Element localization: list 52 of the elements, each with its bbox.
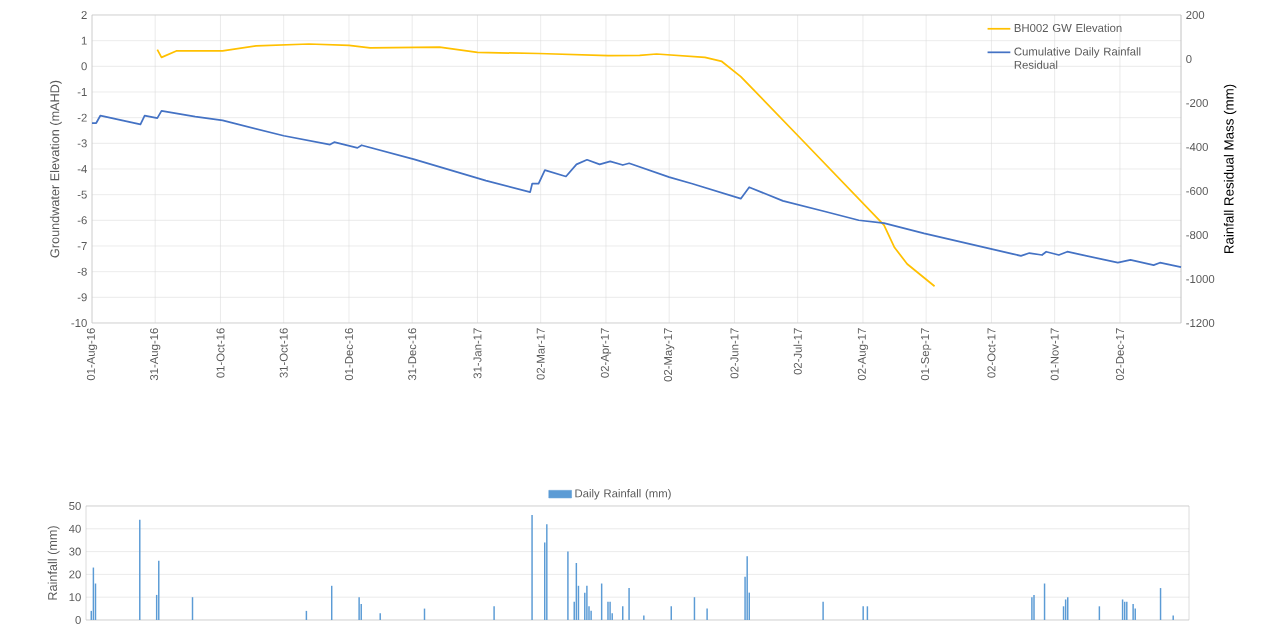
y-tick-label: 2 xyxy=(81,10,87,19)
y2-tick-label: -1000 xyxy=(1186,274,1215,283)
y-tick-label: 30 xyxy=(69,547,81,556)
y2-tick-label: -400 xyxy=(1186,142,1208,151)
legend-label: BH002 GW Elevation xyxy=(1014,23,1122,32)
x-tick-label: 31-Aug-16 xyxy=(150,327,161,380)
y-tick-label: 10 xyxy=(69,592,81,601)
x-tick-label: 02-Dec-17 xyxy=(1115,328,1124,380)
y-tick-label: 50 xyxy=(69,501,81,510)
y2-tick-label: -800 xyxy=(1186,230,1208,239)
x-tick-label: 02-Apr-17 xyxy=(600,328,612,378)
y-tick-label: -4 xyxy=(77,164,87,173)
y-tick-label: 0 xyxy=(75,615,81,624)
x-tick-label: 02-Jun-17 xyxy=(730,328,739,379)
y-tick-label: -9 xyxy=(77,293,87,302)
x-tick-label: 31-Oct-16 xyxy=(279,327,288,378)
y-tick-label: -6 xyxy=(77,216,87,225)
y-tick-label: -5 xyxy=(77,190,87,199)
y-tick-label: -3 xyxy=(77,139,87,148)
y-tick-label: -1 xyxy=(77,87,87,96)
x-tick-label: 02-Aug-17 xyxy=(857,328,869,380)
x-tick-label: 01-Nov-17 xyxy=(1050,328,1059,380)
x-tick-label: 01-Sep-17 xyxy=(921,328,932,380)
x-tick-label: 31-Dec-16 xyxy=(408,327,417,380)
y2-tick-label: 200 xyxy=(1186,10,1205,19)
line-series xyxy=(91,109,1182,268)
x-tick-label: 02-Mar-17 xyxy=(536,328,545,380)
y-tick-label: -2 xyxy=(77,113,87,122)
x-tick-label: 01-Oct-16 xyxy=(216,327,225,378)
y-tick-label: -7 xyxy=(77,241,87,250)
line-series xyxy=(156,42,936,287)
y2-tick-label: 0 xyxy=(1186,54,1192,63)
y-tick-label: 40 xyxy=(68,524,81,533)
y-axis-title: Groundwater Elevation (mAHD) xyxy=(49,80,62,258)
x-tick-label: 02-May-17 xyxy=(664,328,675,382)
legend-label: Cumulative Daily Rainfall Residual xyxy=(1014,46,1141,69)
x-tick-label: 31-Jan-17 xyxy=(473,328,482,379)
y-axis-title: Rainfall (mm) xyxy=(47,525,60,600)
y2-tick-label: -200 xyxy=(1186,98,1208,107)
x-tick-label: 01-Aug-16 xyxy=(86,327,98,380)
legend-label: Daily Rainfall (mm) xyxy=(575,488,671,500)
y-tick-label: 1 xyxy=(81,36,87,45)
y-tick-label: 0 xyxy=(81,62,87,71)
y2-tick-label: -600 xyxy=(1186,186,1208,195)
y-tick-label: -8 xyxy=(77,267,87,276)
x-tick-label: 01-Dec-16 xyxy=(344,327,353,380)
y-tick-label: -10 xyxy=(71,318,87,327)
y2-axis-title: Rainfall Residual Mass (mm) xyxy=(1223,84,1237,253)
x-tick-label: 02-Jul-17 xyxy=(793,328,802,375)
y-tick-label: 20 xyxy=(69,570,81,579)
y2-tick-label: -1200 xyxy=(1186,318,1215,327)
x-tick-label: 02-Oct-17 xyxy=(987,328,996,378)
